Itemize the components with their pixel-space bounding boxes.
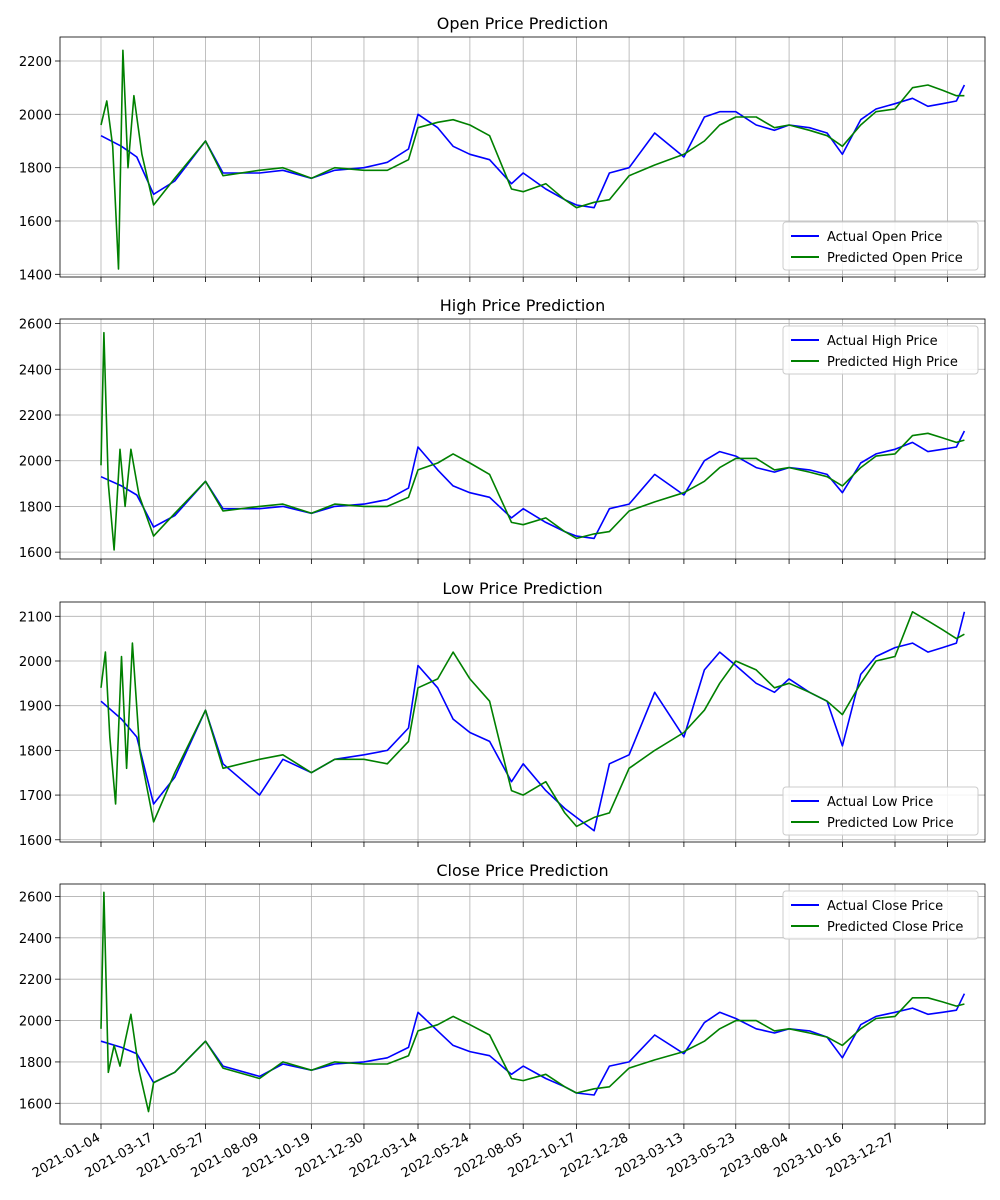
chart-title: Low Price Prediction	[442, 579, 602, 598]
y-tick-label: 1800	[19, 500, 52, 515]
y-tick-label: 1800	[19, 744, 52, 759]
y-tick-label: 2000	[19, 1015, 52, 1030]
legend-label: Actual High Price	[827, 334, 938, 349]
series-line-predicted	[100, 891, 965, 1113]
y-tick-label: 1800	[19, 1056, 52, 1071]
legend-box	[782, 890, 979, 940]
legend-label: Actual Close Price	[827, 899, 943, 914]
legend-label: Predicted Open Price	[827, 251, 963, 266]
y-tick-label: 1800	[19, 162, 52, 177]
series-line-actual	[100, 611, 966, 832]
y-tick-label: 1600	[19, 834, 52, 849]
y-tick-label: 1600	[19, 215, 52, 230]
series-line-actual	[100, 84, 966, 209]
y-tick-label: 2000	[19, 655, 52, 670]
legend-box	[782, 786, 979, 836]
y-tick-label: 1600	[19, 1097, 52, 1112]
y-tick-label: 2000	[19, 108, 52, 123]
series-line-actual	[100, 993, 966, 1096]
y-tick-label: 1400	[19, 268, 52, 283]
plot-frame	[59, 883, 986, 1125]
y-tick-label: 1600	[19, 546, 52, 561]
y-tick-label: 2200	[19, 973, 52, 988]
y-tick-label: 2600	[19, 890, 52, 905]
legend-box	[782, 221, 979, 271]
y-tick-label: 1900	[19, 700, 52, 715]
chart-title: Open Price Prediction	[437, 14, 608, 33]
legend-label: Predicted High Price	[827, 355, 958, 370]
legend-box	[782, 325, 979, 375]
legend-label: Predicted Low Price	[827, 816, 954, 831]
series-line-predicted	[100, 610, 965, 828]
plot-frame	[59, 318, 986, 560]
chart-title: High Price Prediction	[440, 296, 605, 315]
y-tick-label: 1700	[19, 789, 52, 804]
series-line-predicted	[100, 331, 965, 551]
chart-title: Close Price Prediction	[436, 861, 608, 880]
y-tick-label: 2000	[19, 455, 52, 470]
series-line-predicted	[100, 49, 965, 270]
y-tick-label: 2400	[19, 932, 52, 947]
plot-frame	[59, 36, 986, 278]
y-tick-label: 2200	[19, 55, 52, 70]
legend-label: Actual Open Price	[827, 230, 942, 245]
legend-label: Predicted Close Price	[827, 920, 963, 935]
y-tick-label: 2200	[19, 409, 52, 424]
legend-label: Actual Low Price	[827, 795, 933, 810]
y-tick-label: 2100	[19, 610, 52, 625]
y-tick-label: 2600	[19, 318, 52, 333]
y-tick-label: 2400	[19, 363, 52, 378]
plot-frame	[59, 601, 986, 843]
